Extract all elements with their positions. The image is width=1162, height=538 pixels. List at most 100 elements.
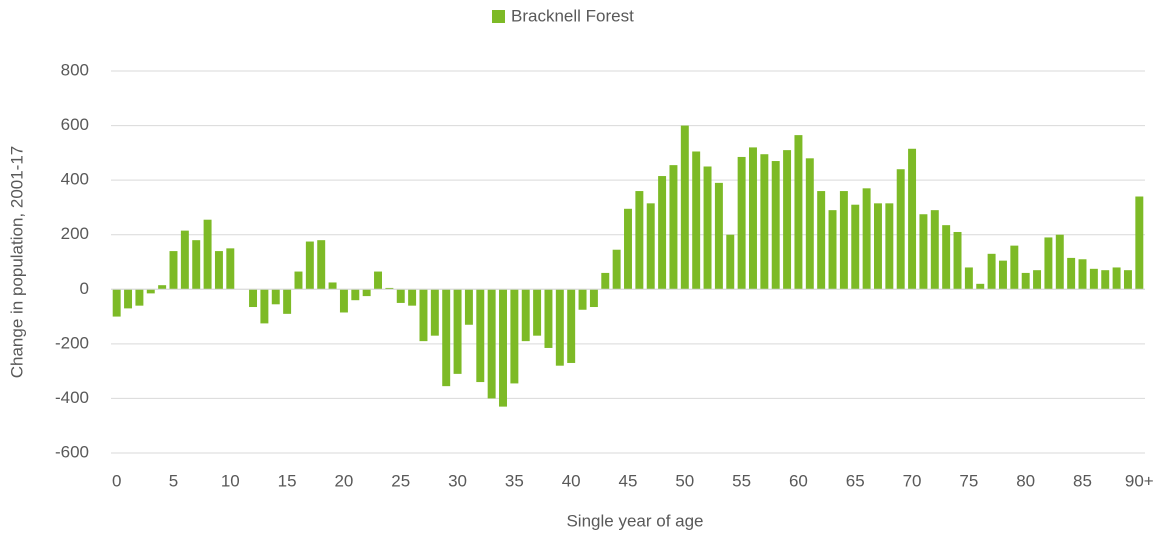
bar <box>998 260 1007 290</box>
bar <box>601 272 610 290</box>
x-tick-label: 35 <box>505 471 524 490</box>
bar <box>1010 245 1019 290</box>
bar <box>669 165 678 290</box>
bar <box>771 161 780 290</box>
bar <box>396 289 405 303</box>
x-axis-title: Single year of age <box>566 511 703 530</box>
bar <box>646 203 655 290</box>
bar <box>499 289 507 407</box>
bar <box>851 204 860 290</box>
bar <box>249 289 258 308</box>
bar <box>828 210 837 290</box>
bar <box>544 289 553 348</box>
bar <box>1055 234 1064 290</box>
x-tick-label: 70 <box>903 471 922 490</box>
x-tick-label: 40 <box>562 471 581 490</box>
bar <box>169 251 178 290</box>
bar <box>1123 270 1132 290</box>
bar <box>703 166 712 290</box>
bar <box>146 289 155 294</box>
bar <box>328 282 337 290</box>
bar <box>180 230 189 290</box>
x-tick-label: 25 <box>391 471 410 490</box>
bar <box>362 289 371 297</box>
bar <box>874 203 882 290</box>
bar <box>271 289 280 305</box>
bar <box>942 225 951 290</box>
bar <box>919 214 928 290</box>
bar <box>533 289 542 336</box>
bar <box>351 289 360 301</box>
bar <box>658 176 667 290</box>
bar <box>714 182 723 290</box>
bar <box>794 135 803 290</box>
bar <box>476 289 485 383</box>
legend-swatch <box>492 10 505 23</box>
bar <box>908 148 917 290</box>
bar <box>510 289 519 384</box>
bar <box>294 271 303 290</box>
bar <box>839 191 848 290</box>
bar <box>385 287 394 290</box>
x-tick-label: 60 <box>789 471 808 490</box>
bar <box>192 240 201 290</box>
x-tick-label: 20 <box>334 471 353 490</box>
bar <box>339 289 348 313</box>
bar <box>521 289 530 342</box>
bar <box>987 253 996 290</box>
x-tick-label: 45 <box>619 471 638 490</box>
bar <box>1078 259 1087 290</box>
bar <box>953 231 962 290</box>
bar <box>135 289 144 306</box>
bar <box>305 241 314 290</box>
x-tick-label: 55 <box>732 471 751 490</box>
bar <box>930 210 939 290</box>
y-tick-label: 400 <box>61 170 89 189</box>
bar <box>624 208 632 290</box>
legend-label: Bracknell Forest <box>511 6 634 25</box>
bar <box>760 154 769 290</box>
bar <box>817 191 826 290</box>
y-tick-label: -200 <box>55 333 89 352</box>
bar <box>158 285 167 290</box>
bar <box>317 240 326 290</box>
y-tick-label: 0 <box>80 279 89 298</box>
bar <box>749 147 757 290</box>
bar <box>442 289 451 387</box>
bar <box>1067 257 1076 290</box>
bar <box>805 158 814 290</box>
x-tick-label: 75 <box>959 471 978 490</box>
y-axis-title: Change in population, 2001-17 <box>7 146 26 379</box>
bar <box>1101 270 1110 290</box>
bar <box>783 150 792 290</box>
bar <box>464 289 473 325</box>
bar <box>214 251 223 290</box>
bar <box>430 289 439 336</box>
bar <box>419 289 428 342</box>
bar <box>589 289 598 308</box>
bar <box>1089 268 1098 290</box>
x-tick-label: 80 <box>1016 471 1035 490</box>
bar <box>1021 272 1030 290</box>
y-tick-label: -400 <box>55 388 89 407</box>
x-tick-label: 10 <box>221 471 240 490</box>
bar <box>578 289 587 310</box>
bar <box>1135 196 1144 290</box>
y-tick-label: 200 <box>61 224 89 243</box>
bar <box>1112 267 1121 290</box>
y-tick-label: 800 <box>61 60 89 79</box>
bar <box>283 289 292 314</box>
bar <box>896 169 905 290</box>
bar <box>635 191 644 290</box>
bar <box>555 289 564 366</box>
x-tick-label: 15 <box>278 471 297 490</box>
bar <box>1033 270 1042 290</box>
bar <box>862 188 871 290</box>
x-tick-label: 90+ <box>1125 471 1154 490</box>
bar <box>487 289 496 399</box>
bar <box>567 289 576 363</box>
bar <box>612 249 621 290</box>
bar <box>1044 237 1053 290</box>
bar <box>976 283 985 290</box>
